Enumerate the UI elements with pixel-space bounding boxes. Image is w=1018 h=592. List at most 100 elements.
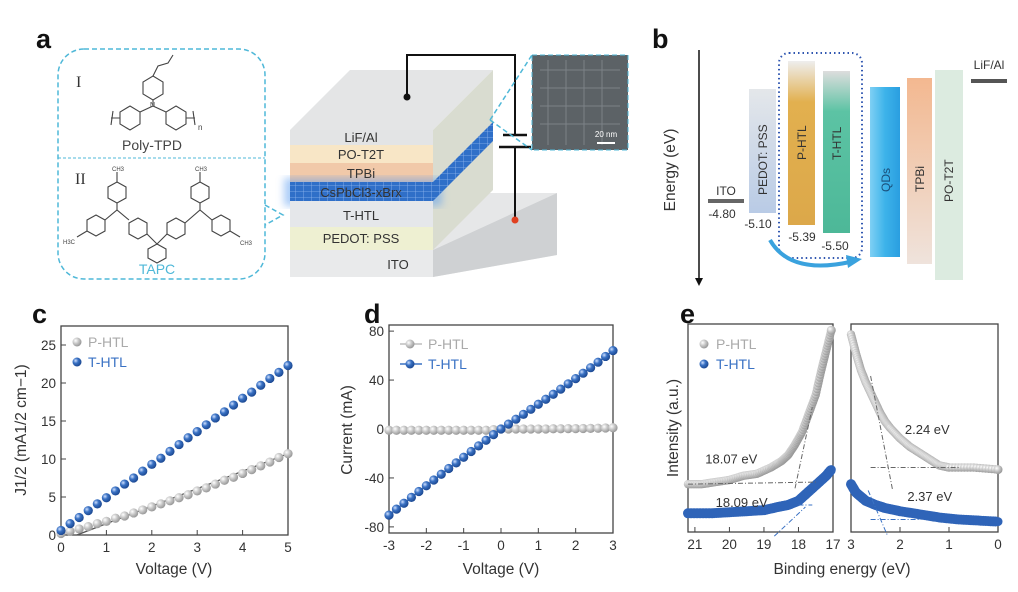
data-point-t-htl bbox=[593, 357, 603, 367]
layer-label: LiF/Al bbox=[344, 130, 377, 145]
panel-label-d: d bbox=[364, 299, 381, 329]
plot-frame bbox=[60, 325, 289, 536]
legend-marker bbox=[72, 357, 82, 367]
y-tick-label: -40 bbox=[364, 471, 384, 486]
x-tick-label: 0 bbox=[497, 538, 505, 553]
data-point-t-htl bbox=[526, 404, 536, 414]
y-tick-label: 0 bbox=[48, 528, 56, 543]
level-name: TPBi bbox=[913, 166, 927, 192]
level-name: LiF/Al bbox=[974, 58, 1005, 72]
y-tick-label: 40 bbox=[369, 373, 384, 388]
data-point-t-htl bbox=[436, 469, 446, 479]
level-value: -4.80 bbox=[708, 207, 736, 221]
data-point-p-htl bbox=[518, 424, 529, 434]
data-point-p-htl bbox=[147, 502, 157, 512]
layer-label: TPBi bbox=[347, 166, 375, 181]
onset-annotation: 2.37 eV bbox=[907, 489, 952, 504]
energy-axis-label: Energy (eV) bbox=[662, 129, 679, 212]
y-tick-label: 20 bbox=[41, 376, 56, 391]
panel-label-a: a bbox=[36, 24, 52, 54]
x-tick-label: 17 bbox=[825, 537, 840, 552]
x-tick-label: 3 bbox=[193, 540, 201, 555]
data-point-t-htl bbox=[993, 517, 1003, 527]
data-point-p-htl bbox=[283, 449, 293, 459]
y-axis-label: J1/2 (mA1/2 cm−1) bbox=[13, 364, 30, 495]
onset-annotation: 18.07 eV bbox=[705, 451, 757, 466]
data-point-p-htl bbox=[571, 424, 581, 434]
data-point-p-htl bbox=[156, 499, 166, 509]
data-point-p-htl bbox=[65, 526, 75, 536]
data-point-p-htl bbox=[265, 457, 275, 467]
data-point-p-htl bbox=[466, 425, 476, 435]
data-point-p-htl bbox=[578, 423, 588, 434]
data-point-p-htl bbox=[92, 519, 102, 529]
legend-marker bbox=[699, 359, 709, 369]
data-point-t-htl bbox=[429, 475, 439, 485]
poly-tpd-structure bbox=[110, 54, 196, 131]
x-tick-label: 19 bbox=[756, 537, 771, 552]
data-point-p-htl bbox=[74, 524, 84, 534]
onset-annotation: 18.09 eV bbox=[716, 495, 768, 510]
methyl-label: CH3 bbox=[112, 167, 125, 173]
x-axis-label: Voltage (V) bbox=[463, 561, 540, 578]
methyl-label: CH3 bbox=[195, 167, 208, 173]
data-point-p-htl bbox=[533, 424, 543, 434]
data-point-p-htl bbox=[119, 511, 130, 521]
data-point-p-htl bbox=[406, 425, 416, 435]
legend-marker bbox=[405, 359, 415, 369]
tangent-guide-line bbox=[794, 407, 813, 489]
level-name: P-HTL bbox=[795, 125, 809, 160]
data-point-t-htl bbox=[110, 486, 121, 496]
data-point-p-htl bbox=[210, 479, 220, 489]
x-tick-label: 2 bbox=[896, 537, 904, 552]
data-point-t-htl bbox=[101, 493, 111, 503]
data-point-t-htl bbox=[274, 367, 284, 377]
level-name: ITO bbox=[716, 184, 736, 198]
data-point-p-htl bbox=[174, 493, 184, 503]
arrow-down-icon bbox=[695, 278, 703, 286]
data-point-p-htl bbox=[391, 425, 402, 435]
legend-marker bbox=[72, 337, 82, 347]
data-point-t-htl bbox=[391, 504, 402, 514]
tangent-guide-line bbox=[773, 506, 806, 537]
level-value: -5.10 bbox=[744, 217, 772, 231]
layer-label: PO-T2T bbox=[338, 147, 384, 162]
y-axis-label: Current (mA) bbox=[339, 385, 356, 475]
y-tick-label: 0 bbox=[376, 422, 384, 437]
circuit-wire bbox=[406, 54, 531, 220]
data-point-t-htl bbox=[156, 453, 166, 463]
data-point-p-htl bbox=[586, 423, 596, 433]
x-tick-label: -1 bbox=[458, 538, 470, 553]
data-point-t-htl bbox=[228, 400, 239, 410]
data-point-p-htl bbox=[563, 424, 573, 434]
data-point-t-htl bbox=[556, 384, 566, 394]
x-tick-label: 2 bbox=[148, 540, 156, 555]
level-lif-al bbox=[971, 79, 1007, 83]
data-point-p-htl bbox=[436, 425, 446, 435]
methyl-label: CH3 bbox=[240, 241, 253, 247]
x-tick-label: 1 bbox=[535, 538, 543, 553]
data-point-p-htl bbox=[459, 425, 469, 435]
x-tick-label: 4 bbox=[239, 540, 247, 555]
data-point-t-htl bbox=[466, 446, 476, 457]
panel-label-b: b bbox=[652, 24, 669, 54]
level-name: PO-T2T bbox=[942, 159, 956, 202]
data-point-p-htl bbox=[256, 461, 266, 471]
chart-d: -3 -2 -1 0 1 2 3 -80 -40 0 40 80 P-HTL T-HTL bbox=[364, 324, 618, 553]
data-point-t-htl bbox=[399, 498, 409, 508]
x-tick-label: 1 bbox=[945, 537, 953, 552]
data-point-t-htl bbox=[138, 466, 148, 476]
y-tick-label: 15 bbox=[41, 414, 56, 429]
x-tick-label: 3 bbox=[847, 537, 855, 552]
data-point-t-htl bbox=[421, 481, 431, 491]
data-point-t-htl bbox=[406, 492, 416, 502]
level-value: -5.50 bbox=[821, 239, 849, 253]
data-point-t-htl bbox=[488, 430, 499, 440]
molecule-name-tapc: TAPC bbox=[139, 261, 175, 277]
legend-label: T-HTL bbox=[716, 356, 755, 372]
data-point-p-htl bbox=[593, 423, 603, 433]
data-point-t-htl bbox=[129, 473, 139, 483]
x-tick-label: 20 bbox=[722, 537, 737, 552]
data-point-t-htl bbox=[533, 399, 543, 409]
x-tick-label: -2 bbox=[420, 538, 432, 553]
